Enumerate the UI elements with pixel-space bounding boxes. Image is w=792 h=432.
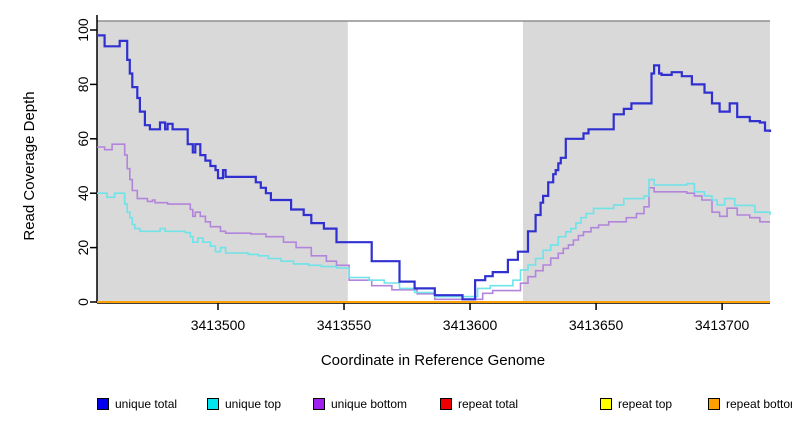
chart-legend: unique total unique top unique bottom repea… [0,397,792,417]
legend-swatch-unique-top [207,398,219,410]
panel-layer [97,20,770,303]
legend-swatch-repeat-total [440,398,452,410]
legend-label-unique-bottom: unique bottom [331,397,408,411]
legend-label-unique-total: unique total [115,397,178,411]
series-line-unique-top [97,178,771,298]
x-tick-label: 3413550 [317,317,372,333]
y-tick-label: 60 [75,131,91,147]
legend-swatch-unique-total [97,398,109,410]
legend-swatch-repeat-bottom [708,398,720,410]
x-tick-label: 3413500 [191,317,246,333]
legend-swatch-unique-bottom [313,398,325,410]
highlight-region [347,21,523,303]
legend-label-repeat-bottom: repeat bottom [726,397,792,411]
legend-label-unique-top: unique top [225,397,282,411]
x-tick-label: 3413700 [695,317,750,333]
series-line-unique-total [97,34,772,301]
legend-label-repeat-top: repeat top [618,397,673,411]
x-tick-label: 3413650 [569,317,624,333]
coverage-chart: 0 20 40 60 80 100 3413500 3413550 3413600 3413650… [21,15,772,369]
series-layer [97,34,772,303]
y-tick-label: 20 [75,240,91,256]
legend-label-repeat-total: repeat total [458,397,519,411]
x-axis-title: Coordinate in Reference Genome [321,352,545,369]
x-tick-label: 3413600 [443,317,498,333]
legend-swatch-repeat-top [600,398,612,410]
y-tick-label: 0 [75,298,91,306]
y-axis-title: Read Coverage Depth [21,91,38,240]
axes-layer: 0 20 40 60 80 100 3413500 3413550 3413600 3413650… [75,15,770,333]
y-tick-label: 80 [75,76,91,92]
y-tick-label: 40 [75,185,91,201]
y-tick-label: 100 [75,18,91,42]
